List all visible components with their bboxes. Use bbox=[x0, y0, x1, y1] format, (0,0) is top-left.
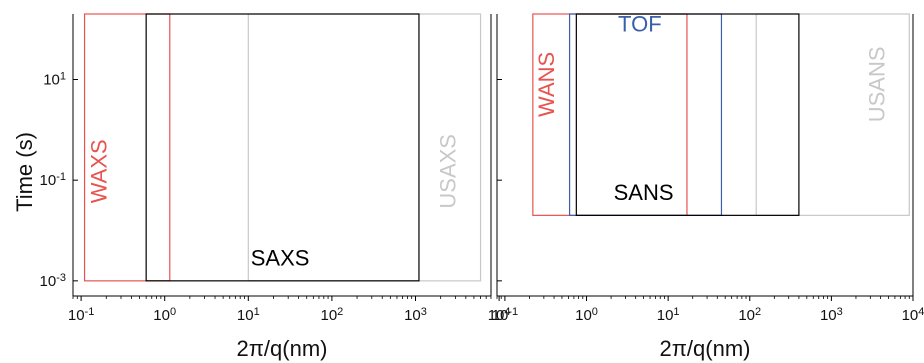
x-tick-label-neutron-0: 10-1 bbox=[492, 306, 518, 324]
x-tick-label-neutron-2: 101 bbox=[657, 306, 680, 324]
range-label-sans: SANS bbox=[614, 180, 674, 205]
range-label-tof: TOF bbox=[618, 11, 662, 36]
x-tick-label-neutron-3: 102 bbox=[738, 306, 761, 324]
y-tick-label-1: 10-1 bbox=[40, 171, 66, 189]
x-axis-label-xray: 2π/q(nm) bbox=[237, 336, 328, 361]
range-label-saxs: SAXS bbox=[251, 246, 310, 271]
x-axis-label-neutron: 2π/q(nm) bbox=[660, 336, 751, 361]
x-tick-label-xray-4: 103 bbox=[404, 306, 427, 324]
range-box-sans bbox=[575, 13, 800, 216]
y-tick-label-2: 10-3 bbox=[40, 272, 66, 290]
y-tick-label-0: 101 bbox=[43, 70, 66, 88]
range-box-waxs bbox=[83, 13, 171, 282]
range-label-usaxs: USAXS bbox=[435, 134, 460, 209]
x-tick-label-neutron-5: 104 bbox=[902, 306, 924, 324]
range-label-waxs: WAXS bbox=[86, 139, 111, 203]
range-label-usans: USANS bbox=[865, 46, 890, 122]
range-box-usans bbox=[755, 13, 910, 216]
x-tick-label-xray-2: 101 bbox=[237, 306, 260, 324]
panel-neutron: WANS TOF SANS USANS 10-1 100 101 102 103 104 2π/q(… bbox=[492, 11, 924, 361]
x-tick-label-xray-0: 10-1 bbox=[68, 306, 94, 324]
y-axis-label: Time (s) bbox=[12, 132, 37, 212]
range-box-saxs bbox=[145, 13, 420, 282]
x-tick-label-neutron-1: 100 bbox=[575, 306, 598, 324]
x-tick-label-xray-5: 104 bbox=[488, 306, 511, 324]
x-tick-label-xray-1: 100 bbox=[153, 306, 176, 324]
range-label-wans: WANS bbox=[534, 52, 559, 117]
x-tick-label-xray-3: 102 bbox=[320, 306, 343, 324]
x-tick-label-neutron-4: 103 bbox=[820, 306, 843, 324]
